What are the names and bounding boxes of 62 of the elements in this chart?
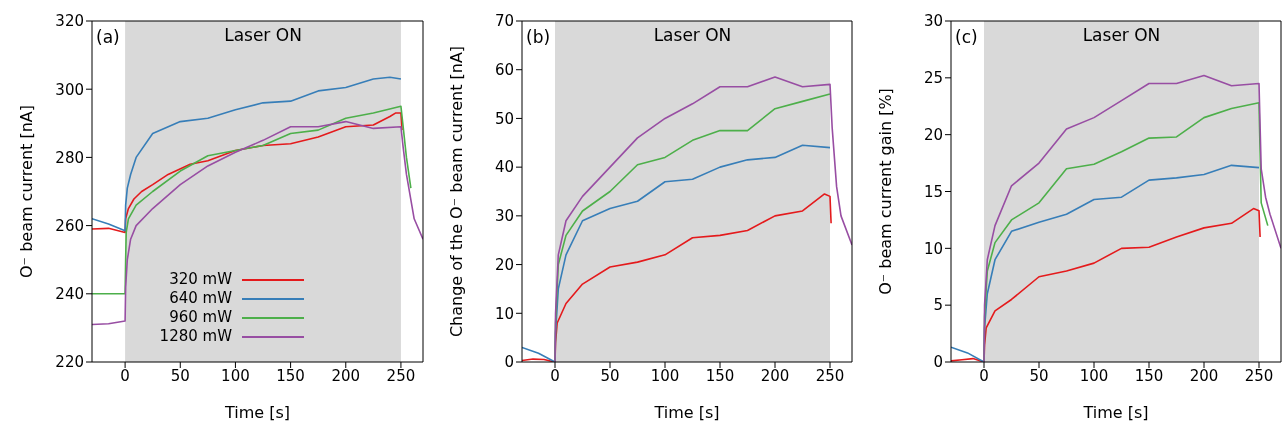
x-tick-label: 50 xyxy=(600,366,620,385)
x-tick-label: 150 xyxy=(705,366,735,385)
x-tick-label: 0 xyxy=(550,366,560,385)
line-series xyxy=(522,193,832,362)
x-tick-label: 250 xyxy=(815,366,845,385)
y-tick-label: 30 xyxy=(923,12,943,31)
line-series xyxy=(92,120,423,326)
x-tick-label: 150 xyxy=(276,366,305,385)
x-tick-label: 250 xyxy=(1244,366,1274,385)
x-axis-title: Time [s] xyxy=(223,403,291,422)
annotation: (c) xyxy=(955,27,978,47)
band-label: Laser ON xyxy=(224,25,302,46)
y-tick-label: 20 xyxy=(923,125,943,144)
band-label: Laser ON xyxy=(1082,25,1161,46)
x-tick-label: 100 xyxy=(650,366,680,385)
y-axis-title: O⁻ beam current [nA] xyxy=(16,105,36,278)
y-tick-label: 40 xyxy=(494,158,514,177)
annotation: (b) xyxy=(526,27,551,47)
line-series xyxy=(951,207,1261,362)
y-tick-label: 60 xyxy=(494,61,514,80)
y-axis-title: O⁻ beam current gain [%] xyxy=(875,88,895,295)
y-tick-label: 15 xyxy=(923,182,943,201)
line-series xyxy=(92,112,403,234)
y-axis-title: Change of the O⁻ beam current [nA] xyxy=(446,45,466,338)
x-axis-title: Time [s] xyxy=(653,403,720,422)
x-tick-label: 100 xyxy=(221,366,250,385)
x-tick-label: 200 xyxy=(331,366,361,385)
x-tick-label: 0 xyxy=(979,366,989,385)
annotation: (a) xyxy=(96,27,120,47)
line-series xyxy=(92,76,402,232)
y-tick-label: 260 xyxy=(55,216,84,235)
y-tick-label: 0 xyxy=(933,353,943,372)
legend-label: 1280 mW xyxy=(158,327,232,346)
y-tick-label: 300 xyxy=(55,80,84,99)
x-tick-label: 100 xyxy=(1079,366,1109,385)
y-tick-label: 10 xyxy=(494,304,514,323)
x-tick-label: 200 xyxy=(1189,366,1219,385)
x-tick-label: 50 xyxy=(170,366,190,385)
x-tick-label: 0 xyxy=(120,366,130,385)
line-series xyxy=(951,164,1260,362)
y-tick-label: 70 xyxy=(494,12,514,31)
line-series xyxy=(522,144,831,362)
y-tick-label: 10 xyxy=(923,239,943,258)
y-tick-label: 280 xyxy=(55,148,84,167)
y-tick-label: 5 xyxy=(933,296,943,315)
y-tick-label: 20 xyxy=(494,255,514,274)
legend-label: 320 mW xyxy=(168,270,232,289)
y-tick-label: 50 xyxy=(494,109,514,128)
y-tick-label: 25 xyxy=(923,69,943,88)
y-tick-label: 320 xyxy=(55,12,84,31)
x-tick-label: 200 xyxy=(760,366,790,385)
legend-label: 640 mW xyxy=(168,289,232,308)
x-tick-label: 250 xyxy=(386,366,416,385)
band-label: Laser ON xyxy=(653,25,732,46)
y-tick-label: 240 xyxy=(55,285,84,304)
y-tick-label: 0 xyxy=(504,353,514,372)
x-tick-label: 50 xyxy=(1029,366,1049,385)
legend-label: 960 mW xyxy=(168,308,232,327)
y-tick-label: 30 xyxy=(494,207,514,226)
x-tick-label: 150 xyxy=(1134,366,1164,385)
x-axis-title: Time [s] xyxy=(1082,403,1149,422)
y-tick-label: 220 xyxy=(55,353,84,372)
